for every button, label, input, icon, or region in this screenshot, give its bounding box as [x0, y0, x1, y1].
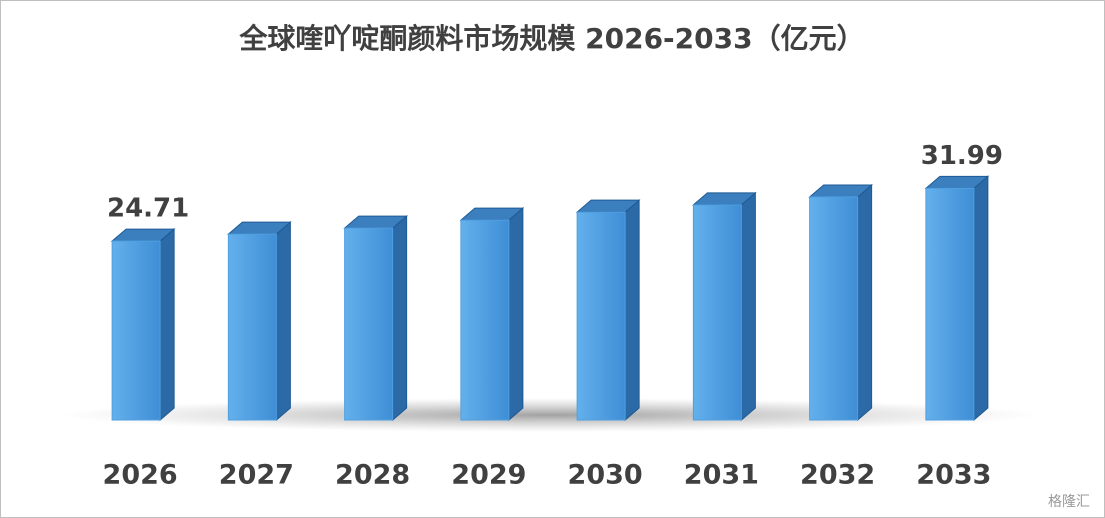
chart-title: 全球喹吖啶酮颜料市场规模 2026-2033（亿元） [238, 22, 864, 55]
x-tick-label: 2032 [800, 460, 875, 491]
bar [809, 196, 859, 421]
x-tick-label: 2031 [684, 460, 759, 491]
x-tick-label: 2029 [451, 460, 526, 491]
floor-shadow [60, 398, 1040, 432]
bar-side [275, 221, 291, 422]
bar [344, 227, 394, 421]
x-tick-label: 2028 [335, 460, 410, 491]
bar [692, 204, 742, 421]
data-label: 31.99 [921, 141, 1003, 171]
bar-side [392, 215, 408, 422]
data-label: 24.71 [107, 194, 189, 224]
bar-side [508, 207, 524, 422]
bar [576, 211, 626, 421]
x-tick-label: 2026 [103, 460, 178, 491]
x-tick-label: 2033 [916, 460, 991, 491]
bar [111, 240, 161, 421]
bar-side [857, 183, 873, 422]
bar [460, 219, 510, 421]
bar-side [973, 175, 989, 422]
bar-side [624, 199, 640, 422]
bar [227, 233, 277, 421]
bar [925, 187, 975, 421]
watermark: 格隆汇 [1048, 494, 1090, 510]
x-tick-label: 2030 [568, 460, 643, 491]
bar-side [740, 191, 756, 422]
bar-side [159, 227, 175, 422]
x-tick-label: 2027 [219, 460, 294, 491]
